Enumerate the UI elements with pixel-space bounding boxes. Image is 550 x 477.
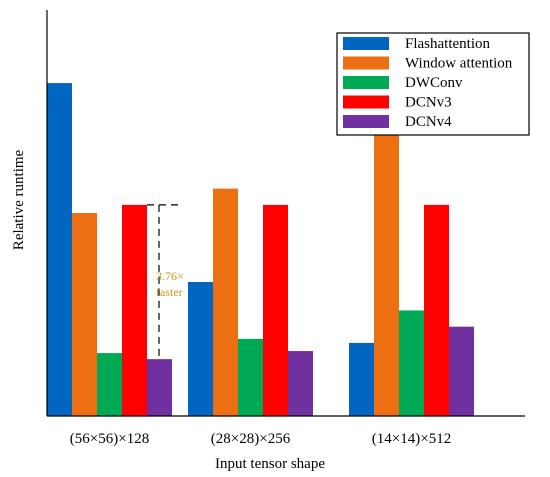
bar-flashattention-1 [47, 83, 72, 416]
legend-label: Window attention [405, 56, 513, 72]
bar-dwconv-2 [238, 338, 263, 416]
legend-swatch [343, 95, 389, 109]
bar-dcnv3-3 [424, 204, 449, 416]
legend-label: DCNv3 [405, 95, 452, 111]
annotation-text-label: faster [156, 285, 183, 299]
bar-dcnv4-3 [449, 326, 474, 416]
legend-swatch [343, 37, 389, 50]
bars-layer [47, 83, 474, 416]
bar-window-attention-2 [213, 188, 238, 416]
bar-dwconv-3 [399, 310, 424, 416]
legend-label: DCNv4 [405, 114, 452, 130]
annotation-text-value: 3.76× [156, 269, 184, 283]
x-tick-label: (14×14)×512 [372, 431, 451, 447]
speedup-annotation: 3.76× faster [147, 204, 184, 360]
bar-window-attention-1 [72, 213, 97, 416]
legend-swatch [343, 56, 389, 70]
bar-dcnv4-2 [288, 351, 313, 416]
x-tick-label: (56×56)×128 [70, 431, 149, 447]
legend: Flashattention Window attention DWConv DCNv… [336, 32, 530, 136]
bar-dcnv3-1 [122, 204, 147, 416]
bar-dcnv3-2 [263, 204, 288, 416]
bar-window-attention-3 [374, 115, 399, 416]
bar-dcnv4-1 [147, 359, 172, 416]
legend-swatch [343, 115, 389, 128]
x-tick-labels: (56×56)×128 (28×28)×256 (14×14)×512 [70, 431, 451, 447]
x-axis-title: Input tensor shape [215, 456, 325, 472]
legend-label: DWConv [405, 75, 463, 91]
x-tick-label: (28×28)×256 [211, 431, 291, 447]
bar-flashattention-3 [349, 342, 374, 416]
y-axis-title: Relative runtime [11, 149, 27, 250]
bar-flashattention-2 [188, 282, 213, 416]
legend-swatch [343, 76, 389, 89]
legend-label: Flashattention [405, 36, 490, 52]
bar-dwconv-1 [97, 353, 122, 416]
